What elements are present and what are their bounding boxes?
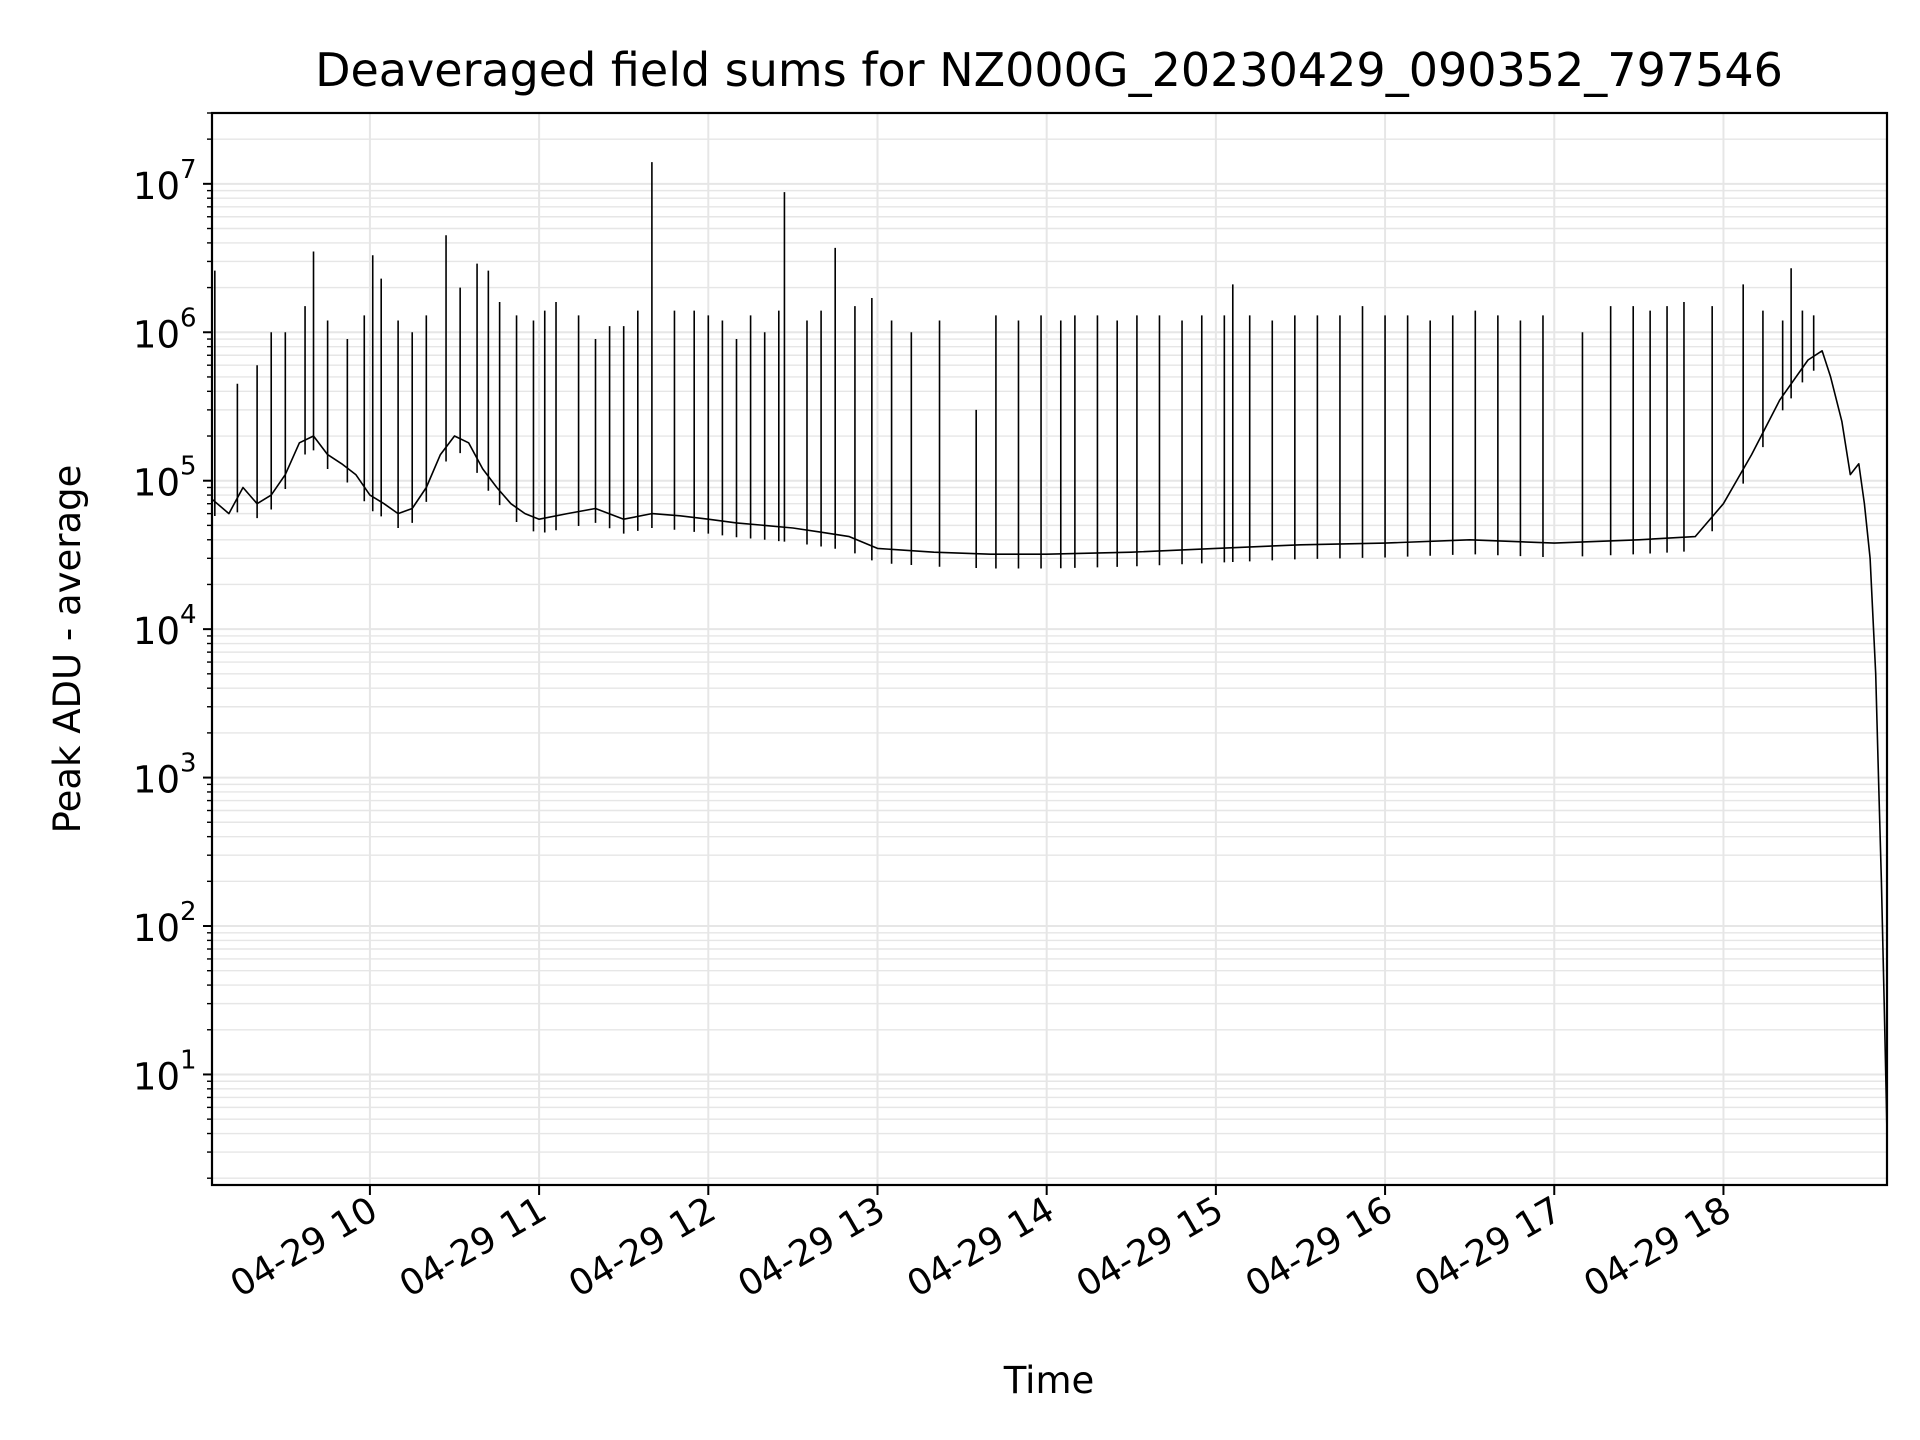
plot-frame bbox=[210, 111, 1889, 1187]
y-tick-exponent: 5 bbox=[180, 452, 197, 482]
y-tick-label: 10 bbox=[133, 759, 180, 802]
y-tick-exponent: 3 bbox=[180, 749, 197, 779]
minor-grid-y bbox=[212, 112, 1887, 1179]
y-axis-label: Peak ADU - average bbox=[46, 465, 89, 834]
y-tick-label: 10 bbox=[133, 313, 180, 356]
major-grid-x bbox=[368, 113, 1725, 1185]
major-grid-y bbox=[212, 182, 1887, 1076]
y-tick-label: 10 bbox=[133, 462, 180, 505]
y-tick-exponent: 1 bbox=[180, 1045, 197, 1075]
x-axis-label: Time bbox=[1003, 1359, 1095, 1402]
y-tick-label: 10 bbox=[133, 165, 180, 208]
y-tick-label: 10 bbox=[133, 1055, 180, 1098]
y-tick-exponent: 2 bbox=[180, 897, 197, 927]
series-layer bbox=[211, 162, 1888, 1134]
y-tick-exponent: 4 bbox=[180, 600, 197, 630]
y-tick-label: 10 bbox=[133, 610, 180, 653]
chart-title: Deaveraged field sums for NZ000G_2023042… bbox=[315, 43, 1783, 97]
y-tick-exponent: 7 bbox=[180, 155, 197, 185]
y-tick-label: 10 bbox=[133, 907, 180, 950]
y-tick-exponent: 6 bbox=[180, 303, 197, 333]
